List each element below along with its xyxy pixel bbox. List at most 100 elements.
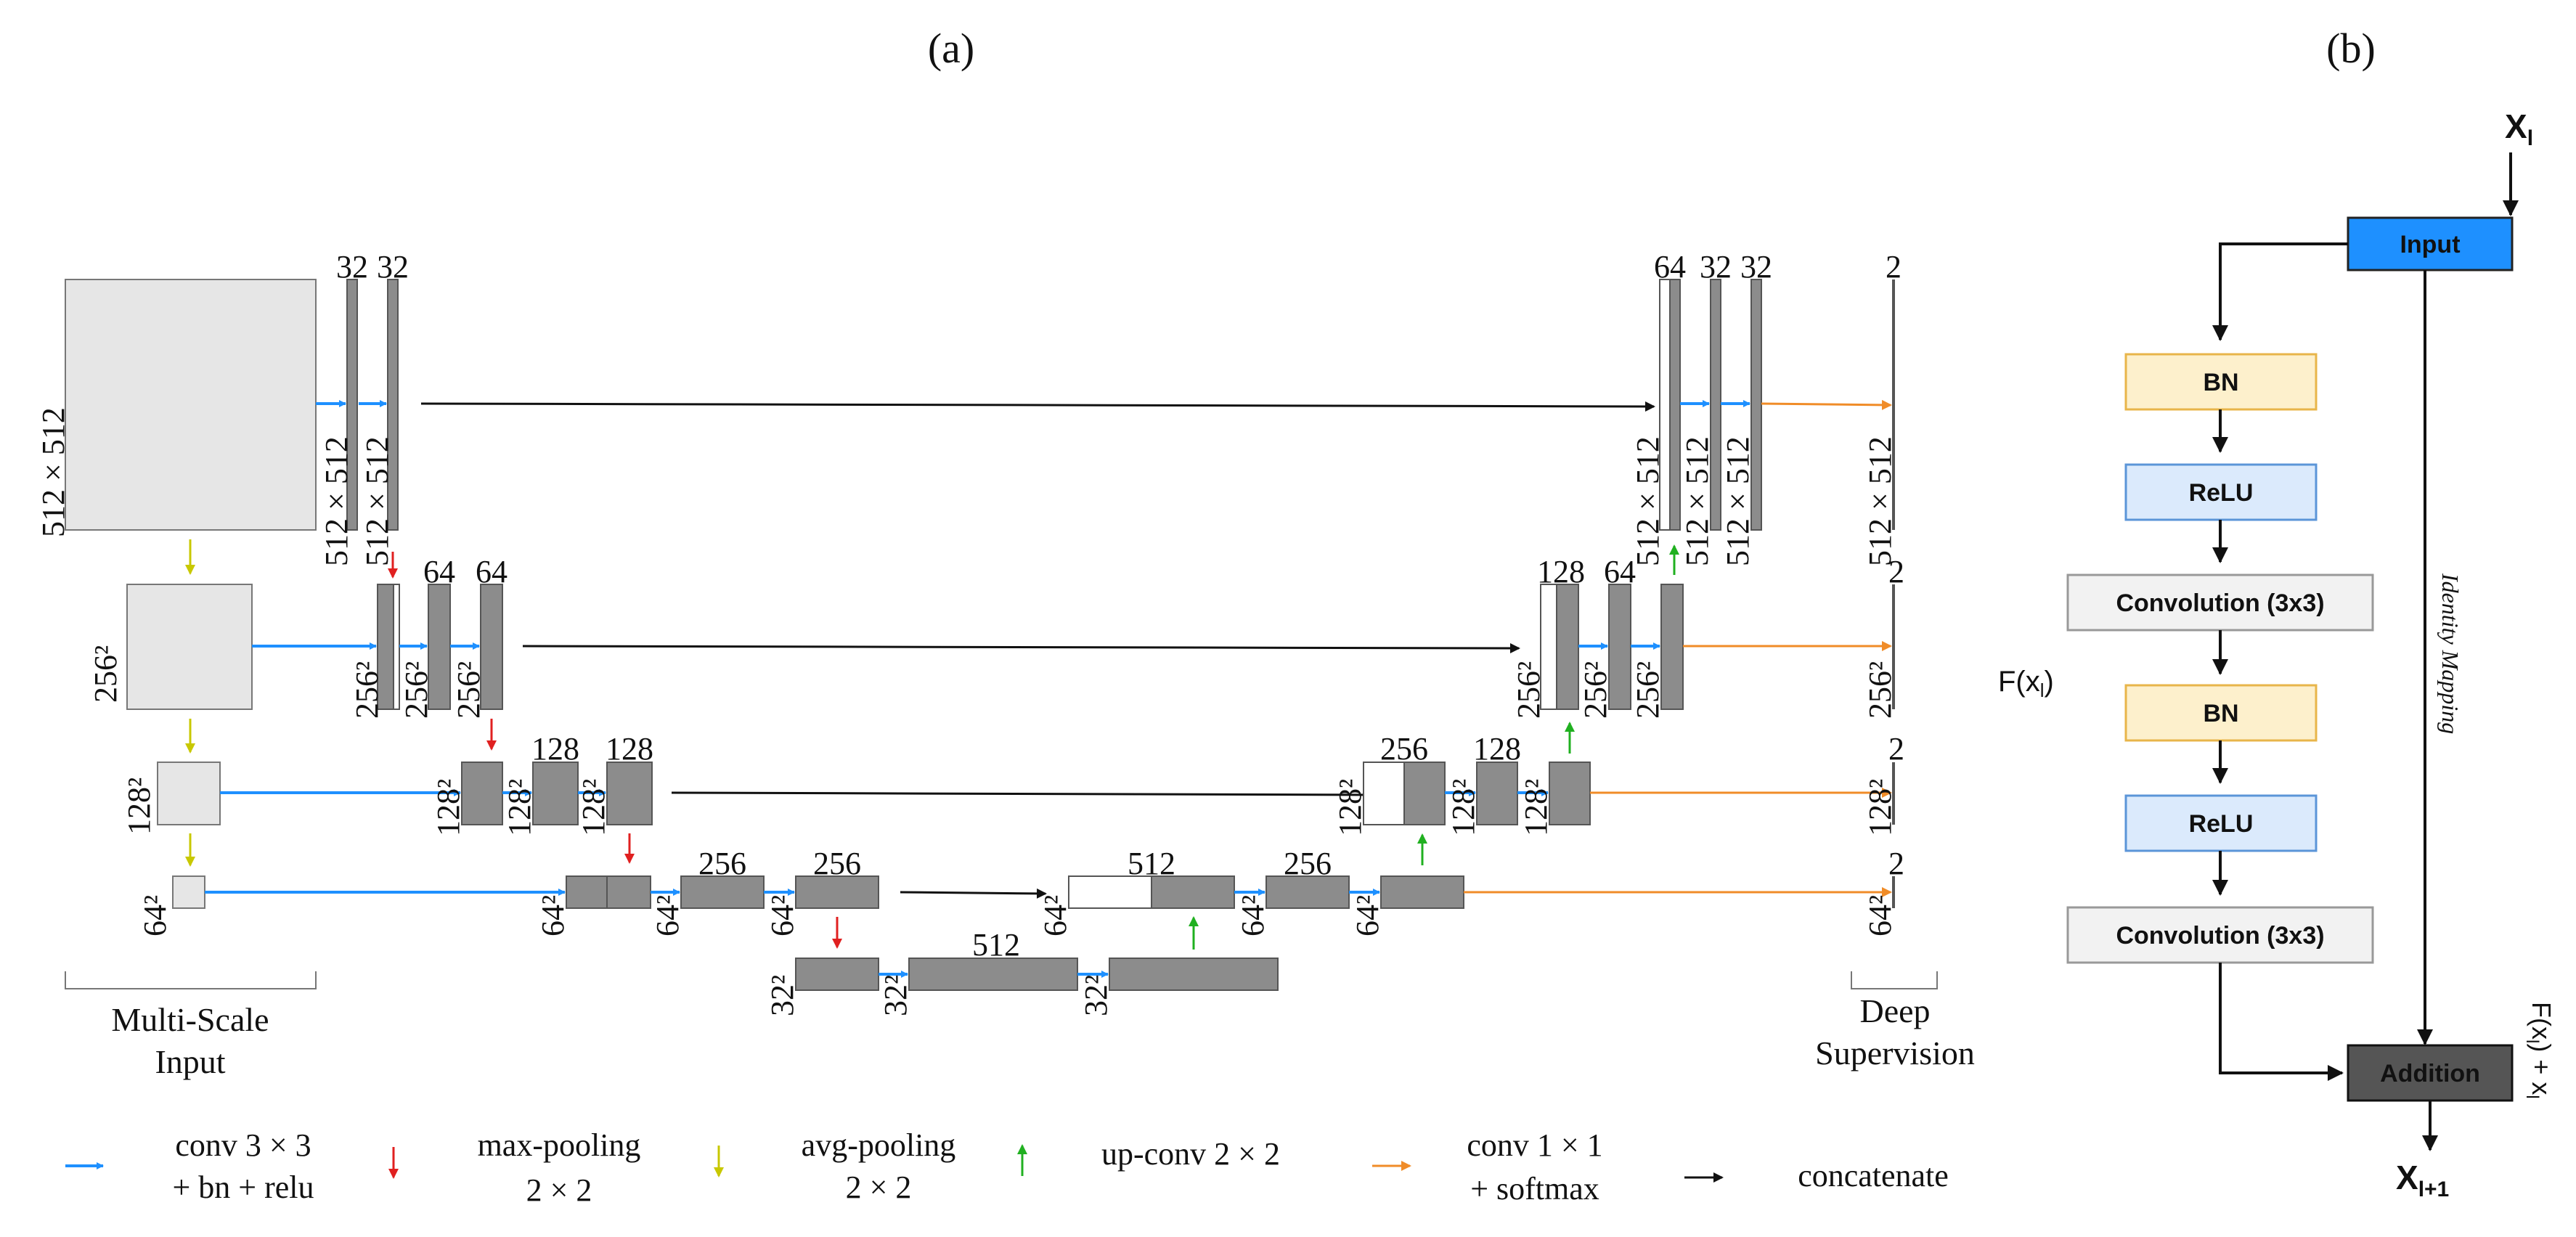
- dim-bt-a: 32²: [765, 975, 800, 1016]
- dec1-block-a: [1556, 584, 1579, 710]
- x-in-label: Xl: [2505, 107, 2533, 150]
- input-256: [126, 584, 253, 710]
- legend-concat-line1: concatenate: [1798, 1158, 1949, 1193]
- dim-d1a: 256²: [1511, 661, 1546, 719]
- enc3-block-c: [795, 875, 879, 909]
- deep-supervision-label-2: Supervision: [1815, 1034, 1975, 1071]
- dim-in1: 256²: [88, 645, 123, 703]
- ch-e3b: 256: [698, 846, 746, 881]
- enc3-block-a: [566, 875, 608, 909]
- dec2-concat-block: [1363, 762, 1405, 825]
- dec2-block-b: [1476, 762, 1518, 825]
- dim-e0b: 512 × 512: [359, 436, 395, 566]
- ch-e1b: 64: [423, 554, 455, 589]
- ch-e3c: 256: [813, 846, 861, 881]
- dim-d1b: 256²: [1578, 661, 1613, 719]
- dec1-block-b: [1608, 584, 1631, 710]
- dim-bt-b: 32²: [878, 975, 913, 1016]
- enc1-block-c: [480, 584, 503, 710]
- residual-branch-arrow: [2212, 242, 2348, 341]
- dim-o2: 128²: [1862, 779, 1898, 836]
- dec3-block-c: [1380, 875, 1464, 909]
- concat-arrow: [420, 401, 1655, 412]
- ch-e2c: 128: [606, 731, 653, 767]
- legend-maxpool-line2: 2 × 2: [526, 1172, 592, 1208]
- addition-box: [2347, 1044, 2514, 1102]
- panel-b: (b) Xl Input Identity Mapping BN ReLU Co…: [1998, 25, 2556, 1201]
- ch-o0: 2: [1886, 249, 1902, 285]
- ch-d2b: 128: [1473, 731, 1521, 767]
- deep-supervision-label-1: Deep: [1859, 992, 1930, 1029]
- residual-to-add-arrow: [2219, 963, 2344, 1081]
- dim-d0b: 512 × 512: [1679, 436, 1715, 566]
- relu-box-2: [2124, 794, 2318, 852]
- dim-e2c: 128²: [576, 779, 611, 836]
- dim-d0a: 512 × 512: [1630, 436, 1666, 566]
- legend: conv 3 × 3 + bn + relu max-pooling 2 × 2…: [65, 1127, 1949, 1208]
- enc2-block-c: [606, 762, 653, 825]
- legend-conv1x1-line1: conv 1 × 1: [1467, 1127, 1602, 1163]
- concat-arrow: [900, 888, 1047, 899]
- multiscale-label-1: Multi-Scale: [111, 1001, 269, 1038]
- panel-a: (a) 512 × 512 256² 128² 64² 32 32 512 × …: [36, 25, 1975, 1208]
- dim-e0a: 512 × 512: [319, 436, 354, 566]
- dec2-block-a: [1403, 762, 1446, 825]
- fx-label: F(xl): [1998, 666, 2054, 701]
- bottleneck-block-b: [908, 958, 1078, 991]
- input-128: [157, 762, 221, 825]
- dim-in3: 64²: [137, 895, 173, 936]
- dim-d1c: 256²: [1630, 661, 1666, 719]
- dim-e1b: 256²: [399, 661, 434, 719]
- dec1-block-c: [1660, 584, 1684, 710]
- conv-box-2-label: Convolution (3x3): [2116, 922, 2324, 950]
- addition-label: Addition: [2380, 1060, 2480, 1087]
- dim-o1: 256²: [1862, 661, 1898, 719]
- legend-conv1x1-line2: + softmax: [1470, 1171, 1599, 1207]
- input-512: [65, 279, 317, 531]
- bn-box-1-label: BN: [2203, 369, 2238, 396]
- legend-maxpool-line1: max-pooling: [478, 1127, 641, 1163]
- enc0-block-b: [387, 279, 399, 531]
- dim-d0c: 512 × 512: [1720, 436, 1756, 566]
- bn-box-1: [2124, 353, 2318, 411]
- ch-o1: 2: [1888, 554, 1904, 589]
- dec2-block-c: [1549, 762, 1591, 825]
- dim-e2b: 128²: [502, 779, 537, 836]
- input-box: [2347, 216, 2514, 272]
- x-out-label: Xl+1: [2396, 1159, 2449, 1201]
- enc0-block-a: [346, 279, 358, 531]
- ch-e0b: 32: [377, 249, 409, 285]
- deep-supervision-bracket: [1851, 971, 1938, 989]
- ch-o3: 2: [1888, 846, 1904, 881]
- relu-box-1: [2124, 463, 2318, 521]
- legend-conv-line2: + bn + relu: [172, 1169, 314, 1205]
- dim-e3b: 64²: [650, 895, 685, 936]
- ch-d0b: 32: [1700, 249, 1732, 285]
- ch-bt: 512: [972, 927, 1020, 963]
- conv1x1-arrow: [1761, 399, 1892, 410]
- legend-upconv-line1: up-conv 2 × 2: [1101, 1136, 1280, 1172]
- input-box-label: Input: [2400, 231, 2460, 258]
- ch-e1c: 64: [476, 554, 508, 589]
- identity-label: Identity Mapping: [2437, 573, 2463, 734]
- dim-e3a: 64²: [535, 895, 571, 936]
- multiscale-label-2: Input: [155, 1043, 225, 1080]
- ch-d0a: 64: [1654, 249, 1686, 285]
- dim-d2c: 128²: [1518, 779, 1554, 836]
- dim-in0: 512 × 512: [36, 407, 71, 537]
- dim-d2a: 128²: [1332, 779, 1368, 836]
- dim-o3: 64²: [1862, 895, 1898, 936]
- ch-d0c: 32: [1740, 249, 1772, 285]
- panel-a-label: (a): [928, 25, 974, 72]
- ch-d1b: 64: [1604, 554, 1636, 589]
- legend-avgpool-line2: 2 × 2: [846, 1169, 912, 1205]
- ch-d3b: 256: [1284, 846, 1332, 881]
- dec3-block-a: [1151, 875, 1235, 909]
- dec3-block-b: [1265, 875, 1350, 909]
- relu-box-2-label: ReLU: [2189, 810, 2254, 838]
- concat-arrow: [522, 642, 1520, 653]
- dim-d3a: 64²: [1038, 895, 1073, 936]
- dec3-concat-block: [1068, 875, 1152, 909]
- enc2-block-b: [532, 762, 579, 825]
